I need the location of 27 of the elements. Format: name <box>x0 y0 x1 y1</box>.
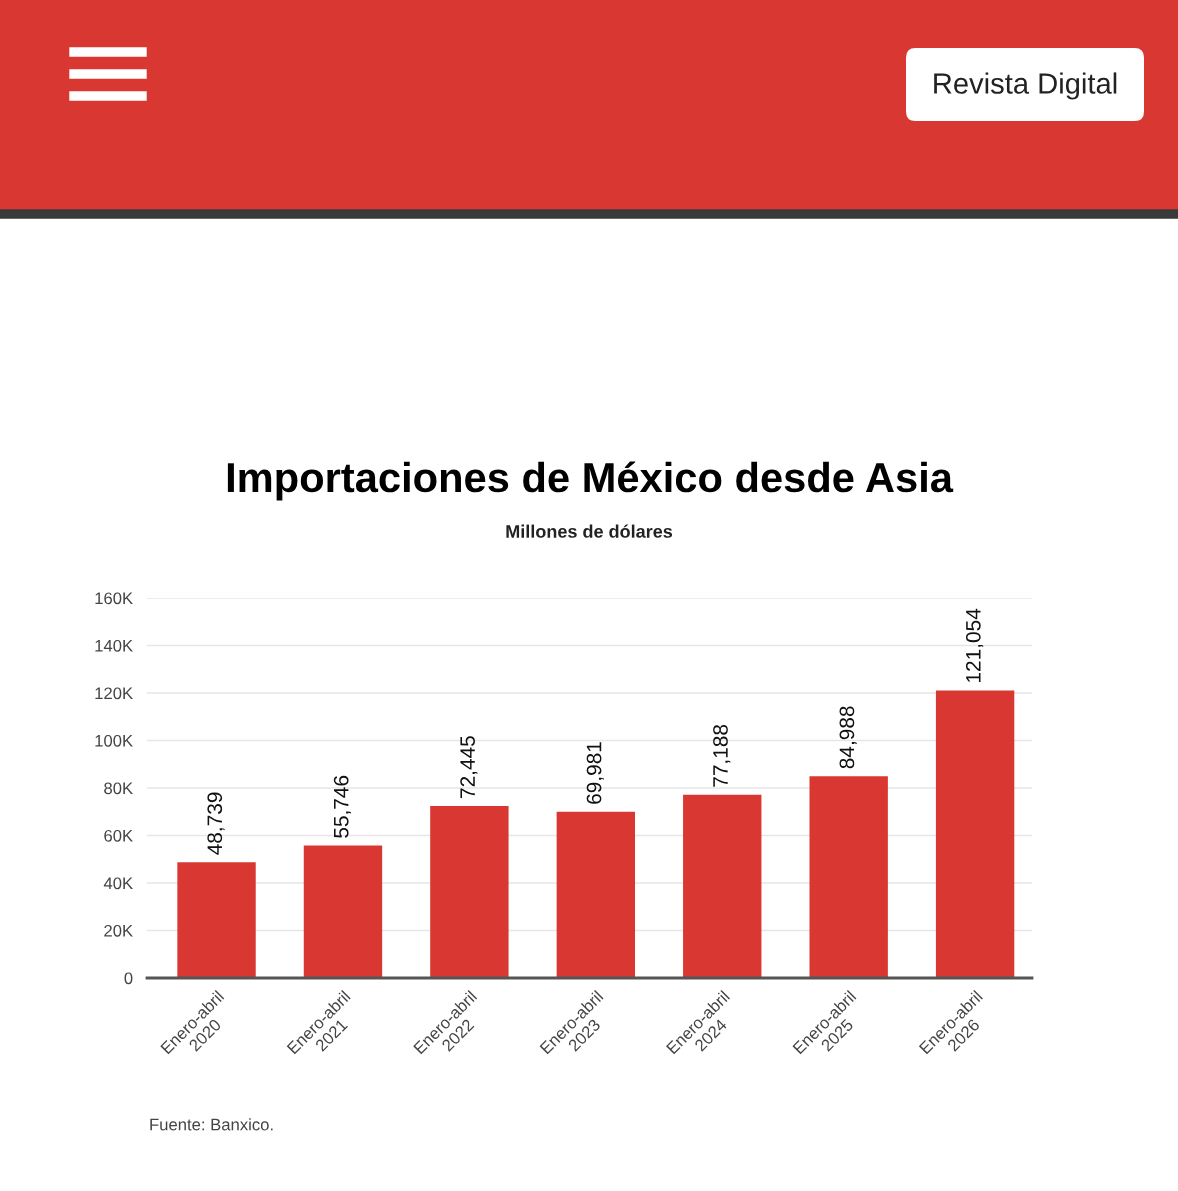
y-tick-label: 20K <box>104 924 133 937</box>
data-label: 77,188 <box>713 724 731 787</box>
y-tick-label: 120K <box>95 687 133 700</box>
data-label: 121,054 <box>965 608 984 682</box>
data-label: 84,988 <box>839 706 857 769</box>
y-tick-label: 100K <box>95 734 133 747</box>
y-tick-label: 160K <box>95 592 133 605</box>
y-tick-label: 0 <box>124 972 133 985</box>
data-label: 69,981 <box>586 742 604 804</box>
data-label: 55,746 <box>333 775 352 838</box>
bar <box>809 776 888 978</box>
chart-subtitle: Millones de dólares <box>506 524 673 538</box>
data-label: 72,445 <box>460 736 478 798</box>
y-tick-label: 80K <box>104 782 133 795</box>
chart-title: Importaciones de México desde Asia <box>227 461 954 501</box>
source-note: Fuente: Banxico. <box>150 1118 273 1131</box>
bar <box>177 862 256 978</box>
bar <box>935 690 1015 978</box>
bar <box>683 794 762 978</box>
text: Revista Digital <box>934 72 1117 100</box>
data-label: 48,739 <box>207 792 225 855</box>
y-tick-label: 140K <box>95 639 133 652</box>
y-tick-label: 60K <box>104 829 133 842</box>
bar <box>303 845 383 978</box>
bar <box>430 805 509 978</box>
y-tick-label: 40K <box>103 877 133 890</box>
bar <box>556 811 636 978</box>
